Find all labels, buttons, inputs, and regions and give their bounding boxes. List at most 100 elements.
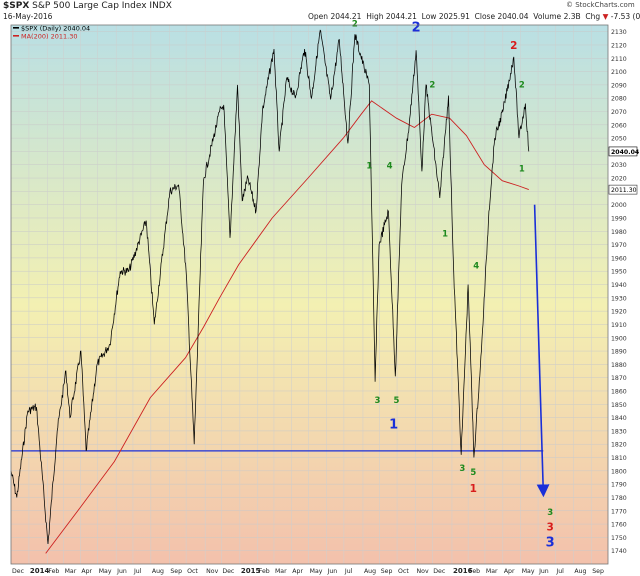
x-tick-label: Feb: [259, 568, 270, 575]
y-tick-label: 1790: [611, 482, 627, 489]
chg-down-arrow-icon: ▼: [602, 12, 609, 21]
x-tick-label: Jun: [327, 568, 338, 575]
open-value: 2044.21: [330, 12, 362, 21]
y-tick-label: 1840: [611, 415, 627, 422]
legend-ma-swatch: [13, 35, 19, 37]
spx-price-line: [10, 29, 530, 545]
y-tick-label: 2000: [611, 202, 627, 209]
wave-label: 2: [429, 81, 435, 91]
x-tick-label: Nov: [206, 568, 218, 575]
ma-marker: 2011.30: [611, 187, 637, 194]
y-tick-label: 1740: [611, 548, 627, 555]
y-tick-label: 1930: [611, 295, 627, 302]
plot-background: [11, 25, 608, 564]
x-tick-label: May: [310, 568, 323, 575]
x-tick-label: Dec: [433, 568, 446, 575]
x-tick-label: 2015: [241, 567, 261, 575]
legend-price-text: $SPX (Daily) 2040.04: [21, 25, 90, 33]
y-tick-label: 1820: [611, 442, 627, 449]
x-tick-label: Jun: [116, 568, 127, 575]
y-tick-label: 2110: [611, 56, 627, 63]
x-tick-label: Dec: [222, 568, 235, 575]
y-tick-label: 1810: [611, 455, 627, 462]
open-label: Open: [308, 12, 329, 21]
grid: [10, 25, 608, 564]
low-value: 2025.91: [438, 12, 470, 21]
x-tick-label: Apr: [81, 568, 92, 575]
y-tick-label: 1920: [611, 309, 627, 316]
y-tick-label: 2120: [611, 42, 627, 49]
y-tick-label: 1800: [611, 468, 627, 475]
y-tick-label: 2030: [611, 162, 627, 169]
wave-label: 3: [546, 536, 555, 551]
chart-header: $SPX S&P 500 Large Cap Index INDX 16-May…: [0, 0, 640, 24]
wave-label: 1: [470, 483, 477, 495]
y-tick-label: 2060: [611, 122, 627, 129]
ohlc-line: Open 2044.21 High 2044.21 Low 2025.91 Cl…: [308, 12, 640, 21]
y-tick-label: 1850: [611, 402, 627, 409]
high-label: High: [366, 12, 384, 21]
volume-label: Volume: [533, 12, 562, 21]
y-tick-label: 1770: [611, 508, 627, 515]
x-tick-label: May: [99, 568, 112, 575]
x-tick-label: Aug: [574, 568, 586, 575]
x-tick-label: Jun: [538, 568, 549, 575]
wave-label: 3: [374, 396, 380, 406]
y-tick-label: 1870: [611, 375, 627, 382]
x-tick-label: Apr: [504, 568, 515, 575]
y-tick-label: 2020: [611, 176, 627, 183]
x-tick-label: 2014: [30, 567, 50, 575]
title-line: $SPX S&P 500 Large Cap Index INDX: [3, 1, 172, 11]
y-tick-label: 1950: [611, 269, 627, 276]
wave-label: 3: [459, 464, 465, 474]
wave-label: 2: [352, 19, 358, 29]
x-tick-label: Apr: [292, 568, 303, 575]
wave-label: 2: [412, 21, 421, 36]
x-tick-label: Sep: [592, 568, 604, 575]
y-tick-label: 2070: [611, 109, 627, 116]
chg-value: -7.53 (0.37%): [610, 12, 640, 21]
axes: 1740 1750 1760 1770 1780 1790 1800 1810 1820 1830…: [12, 25, 640, 576]
wave-label: 4: [387, 162, 393, 172]
x-tick-label: Jul: [344, 568, 353, 575]
ma-200-line: [45, 100, 529, 554]
y-tick-label: 1750: [611, 535, 627, 542]
x-tick-label: Dec: [12, 568, 25, 575]
wave-label: 1: [389, 417, 398, 432]
y-tick-label: 1970: [611, 242, 627, 249]
wave-label: 4: [473, 262, 479, 272]
x-tick-label: Oct: [187, 568, 198, 575]
wave-label: 2: [519, 81, 525, 91]
x-tick-label: Jul: [133, 568, 142, 575]
stockcharts-logo: © StockCharts.com: [566, 1, 635, 9]
x-tick-label: Feb: [469, 568, 480, 575]
y-tick-label: 1960: [611, 255, 627, 262]
close-value: 2040.04: [497, 12, 529, 21]
high-value: 2044.21: [385, 12, 417, 21]
y-tick-label: 1880: [611, 362, 627, 369]
wave-label: 1: [519, 164, 525, 174]
x-tick-label: Aug: [364, 568, 376, 575]
y-tick-label: 1760: [611, 522, 627, 529]
low-label: Low: [421, 12, 437, 21]
wave-label: 2: [510, 40, 517, 52]
x-tick-label: 2016: [453, 567, 473, 575]
wave-label: 5: [470, 468, 476, 478]
data-layer: [10, 29, 550, 554]
symbol: $SPX: [3, 1, 30, 11]
x-tick-label: Sep: [170, 568, 182, 575]
y-tick-label: 1890: [611, 349, 627, 356]
y-tick-label: 1990: [611, 215, 627, 222]
wave-label: 1: [442, 230, 448, 240]
y-tick-label: 1940: [611, 282, 627, 289]
x-tick-label: Jul: [555, 568, 564, 575]
y-tick-label: 2130: [611, 29, 627, 36]
y-tick-label: 1780: [611, 495, 627, 502]
legend-price-swatch: [13, 27, 19, 29]
wave-label: 3: [547, 522, 554, 534]
x-tick-label: Mar: [275, 568, 287, 575]
chart-date: 16-May-2016: [3, 12, 53, 21]
